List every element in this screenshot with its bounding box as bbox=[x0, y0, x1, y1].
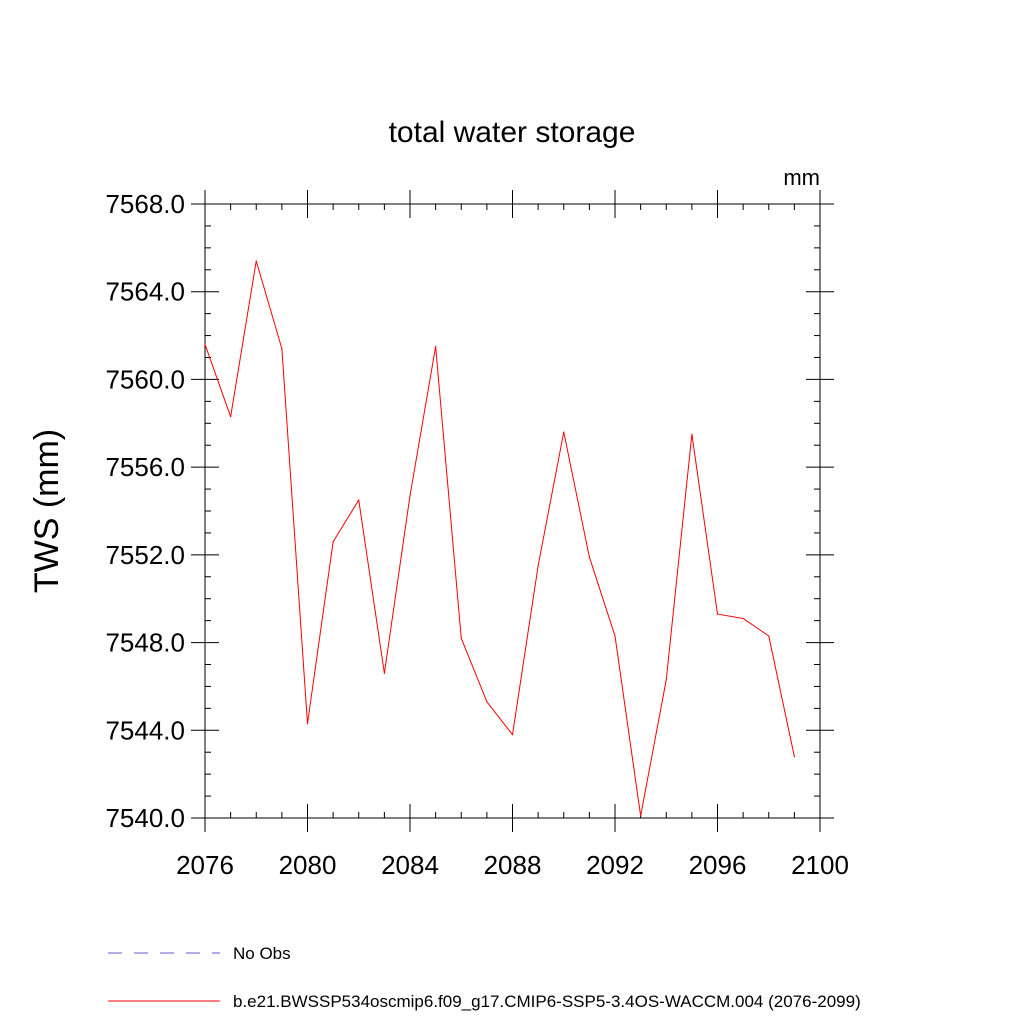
data-point bbox=[460, 637, 462, 639]
data-point bbox=[537, 565, 539, 567]
series-layer bbox=[204, 260, 795, 817]
data-point bbox=[793, 756, 795, 758]
data-point bbox=[691, 433, 693, 435]
data-point bbox=[332, 541, 334, 543]
legend: No Obs b.e21.BWSSP534oscmip6.f09_g17.CMI… bbox=[108, 944, 861, 1011]
data-point bbox=[768, 635, 770, 637]
x-tick-label: 2092 bbox=[586, 850, 644, 880]
data-point bbox=[665, 679, 667, 681]
y-tick-label: 7564.0 bbox=[105, 277, 185, 307]
minor-ticks bbox=[205, 204, 820, 818]
x-tick-label: 2100 bbox=[791, 850, 849, 880]
x-tick-label: 2076 bbox=[176, 850, 234, 880]
major-ticks bbox=[191, 190, 834, 832]
tick-labels: 2076 2080 2084 2088 2092 2096 2100 7540.0 7544.0… bbox=[105, 189, 848, 880]
y-axis-label: TWS (mm) bbox=[28, 429, 66, 593]
data-point bbox=[409, 495, 411, 497]
data-point bbox=[230, 416, 232, 418]
y-tick-label: 7548.0 bbox=[105, 628, 185, 658]
data-point bbox=[306, 723, 309, 725]
x-tick-label: 2088 bbox=[484, 850, 542, 880]
series-line-tws bbox=[204, 260, 795, 817]
units-label: mm bbox=[783, 165, 820, 190]
plot-frame bbox=[204, 203, 821, 819]
x-tick-label: 2084 bbox=[381, 850, 439, 880]
data-point bbox=[358, 499, 360, 501]
chart-title: total water storage bbox=[389, 116, 636, 149]
data-point bbox=[511, 734, 514, 736]
data-point bbox=[640, 815, 642, 817]
x-tick-label: 2096 bbox=[689, 850, 747, 880]
data-point bbox=[614, 635, 616, 637]
data-point bbox=[563, 431, 565, 433]
legend-label-model: b.e21.BWSSP534oscmip6.f09_g17.CMIP6-SSP5… bbox=[233, 992, 861, 1011]
y-tick-label: 7568.0 bbox=[105, 189, 185, 219]
y-tick-label: 7540.0 bbox=[105, 803, 185, 833]
data-point bbox=[255, 260, 257, 262]
y-tick-label: 7560.0 bbox=[105, 364, 185, 394]
data-point bbox=[486, 701, 488, 703]
data-point bbox=[204, 343, 206, 345]
data-point bbox=[383, 672, 385, 674]
x-tick-label: 2080 bbox=[279, 850, 337, 880]
y-tick-label: 7552.0 bbox=[105, 540, 185, 570]
data-point bbox=[435, 345, 437, 348]
data-point bbox=[588, 556, 590, 558]
legend-label-no-obs: No Obs bbox=[233, 944, 291, 963]
y-tick-label: 7556.0 bbox=[105, 452, 185, 482]
data-point bbox=[716, 613, 719, 615]
data-point bbox=[742, 617, 744, 620]
data-point bbox=[281, 348, 283, 350]
y-tick-label: 7544.0 bbox=[105, 715, 185, 745]
